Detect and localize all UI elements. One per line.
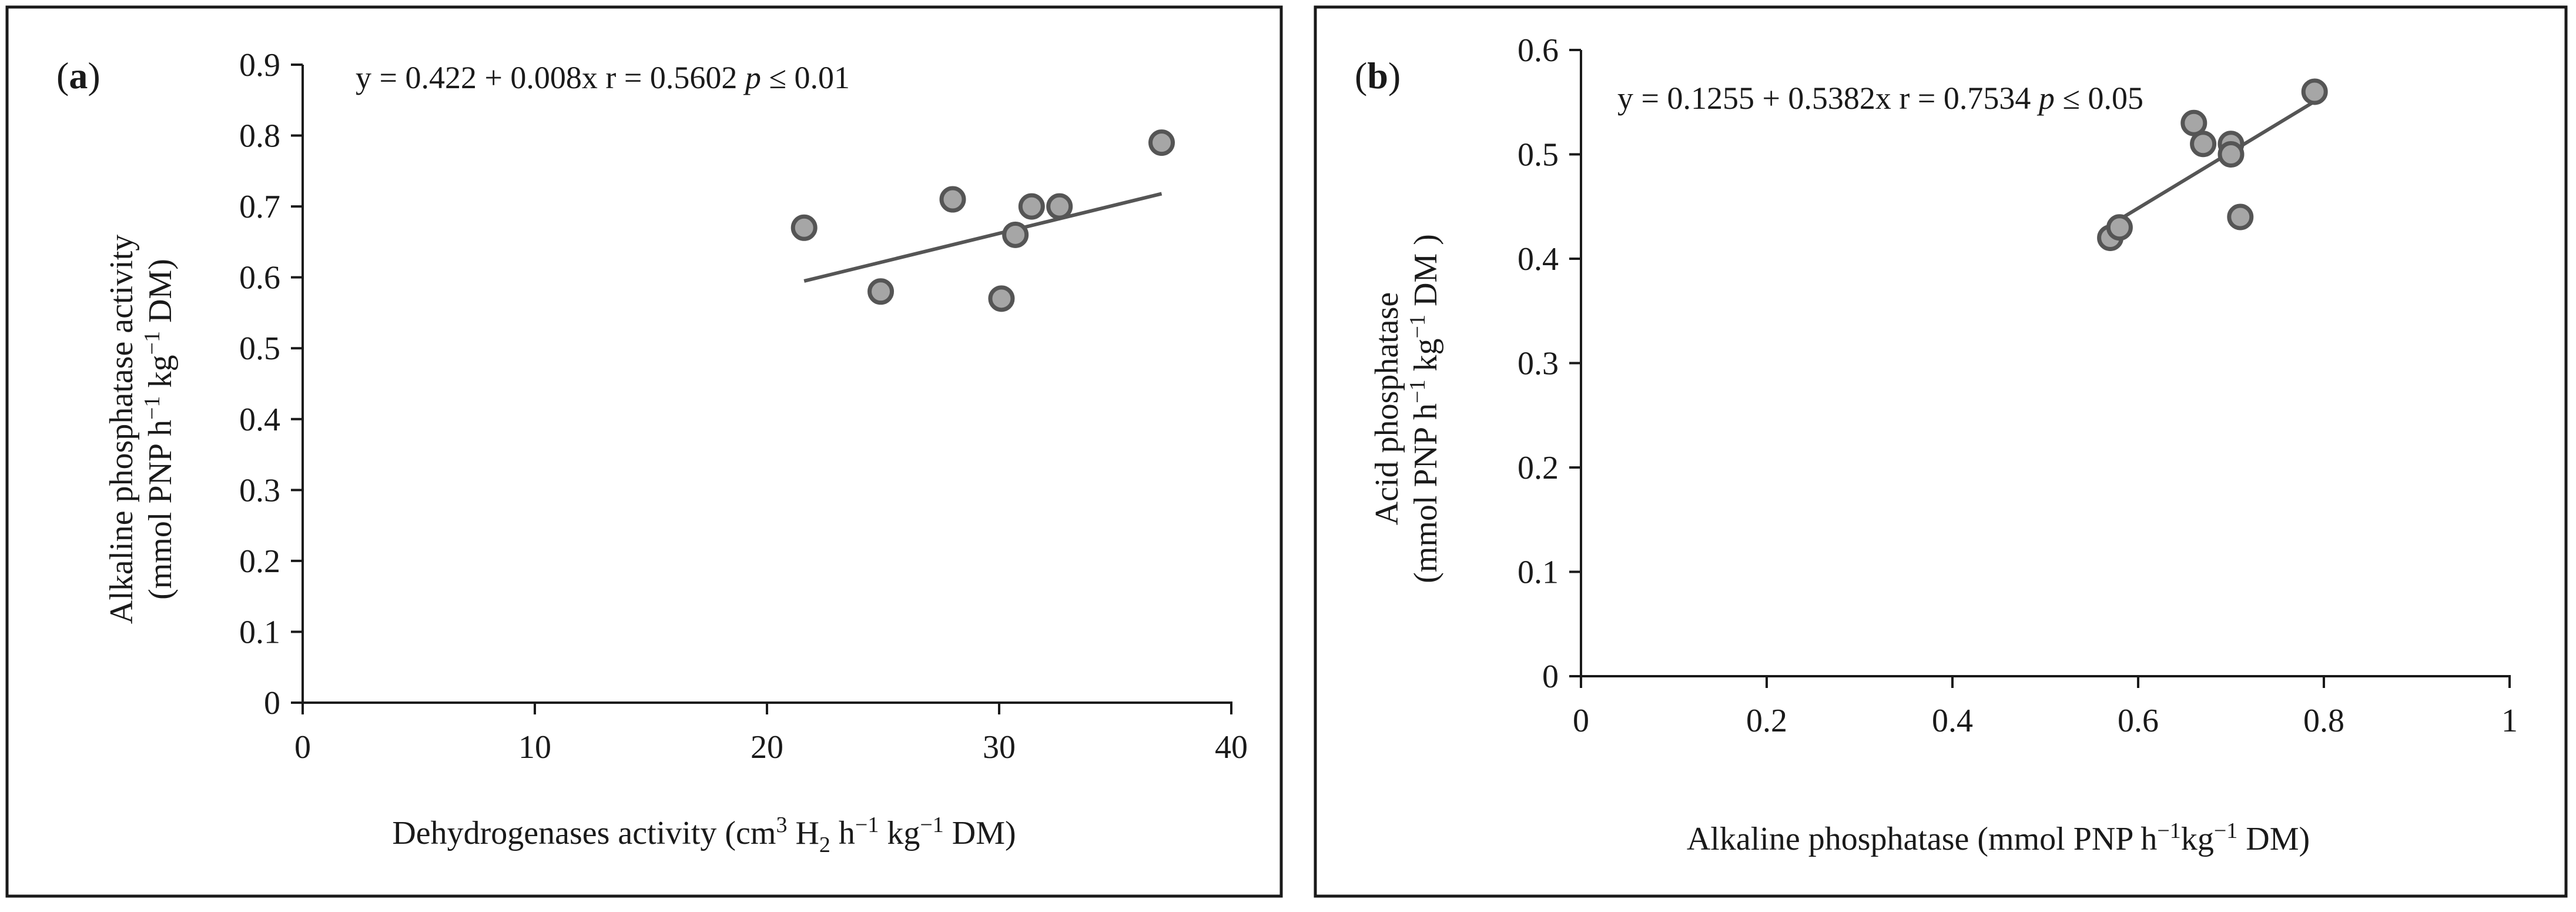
panel-a-data-point [1002,221,1029,248]
panel-a-data-point [1018,193,1045,220]
panel-a-x-tick-label: 30 [983,729,1016,766]
panel-b-y-tick-label: 0.3 [1518,346,1559,382]
panel-a-x-tick-label: 0 [294,729,311,766]
panel-a: (a) y = 0.422 + 0.008x r = 0.5602 p ≤ 0.… [5,5,1283,898]
panel-b-x-tick-label: 1 [2501,703,2518,739]
panel-a-y-tick-label: 0.2 [239,543,280,580]
panel-b-data-point [2106,214,2133,241]
panel-a-y-tick-label: 0.6 [239,260,280,296]
panel-a-equation: y = 0.422 + 0.008x r = 0.5602 p ≤ 0.01 [356,60,850,95]
panel-b-x-tick-label: 0.6 [2118,703,2159,739]
panel-b-ylabel-line1: Acid phosphatase [1369,292,1405,526]
panel-a-data-point [988,285,1015,312]
panel-a-data-point [790,214,818,241]
panel-b-label: (b) [1355,55,1401,96]
panel-a-xlabel: Dehydrogenases activity (cm3 H2 h−1 kg−1… [392,813,1016,857]
panel-b-equation: y = 0.1255 + 0.5382x r = 0.7534 p ≤ 0.05 [1617,81,2143,116]
panel-a-y-tick-label: 0.3 [239,472,280,509]
panel-b-x-tick-label: 0 [1573,703,1589,739]
panel-b-y-tick-label: 0 [1542,659,1559,695]
panel-b-x-tick-label: 0.4 [1932,703,1973,739]
panel-a-plot: 0 0.1 0.2 0.3 0.4 0.5 0.6 0.7 0.8 0.9 0 10 20 30 40 [239,47,1248,766]
panel-a-x-tick-label: 10 [518,729,551,766]
panel-b-y-tick-label: 0.6 [1518,32,1559,69]
panel-b-trendline [2109,99,2316,227]
panel-a-x-tick-label: 40 [1215,729,1248,766]
panel-a-trendline [803,192,1163,283]
panel-a-data-point [1148,129,1175,156]
panel-b-y-tick-label: 0.2 [1518,450,1559,486]
panel-a-x-tick-label: 20 [751,729,783,766]
panel-b-data-point [2190,131,2217,158]
panel-a-frame [5,5,1283,898]
panel-b-plot: 0 0.1 0.2 0.3 0.4 0.5 0.6 0 0.2 0.4 0.6 0.8 1 [1518,32,2518,739]
panel-b-xlabel: Alkaline phosphatase (mmol PNP h−1kg−1 D… [1687,819,2310,857]
panel-b-y-tick-label: 0.1 [1518,554,1559,591]
panel-b-frame [1314,5,2568,898]
panel-b-data-point [2180,109,2207,136]
panel-b-x-tick-label: 0.2 [1746,703,1787,739]
panel-b: (b) y = 0.1255 + 0.5382x r = 0.7534 p ≤ … [1314,5,2568,898]
panel-a-y-tick-label: 0.1 [239,614,280,650]
panel-b-data-point [2301,78,2328,105]
panel-b-x-tick-label: 0.8 [2303,703,2344,739]
panel-a-data-point [1046,193,1073,220]
panel-a-y-tick-label: 0.8 [239,118,280,155]
panel-b-data-point [2217,141,2245,168]
panel-b-y-tick-label: 0.4 [1518,241,1559,278]
panel-b-ylabel-line2: (mmol PNP h−1 kg−1 DM ) [1405,234,1444,583]
panel-a-y-tick-label: 0 [264,685,280,721]
panel-b-data-point [2227,203,2254,230]
panel-a-label: (a) [56,55,101,96]
panel-a-y-tick-label: 0.5 [239,330,280,367]
panel-a-ylabel: Alkaline phosphatase activity (mmol PNP … [103,235,179,624]
panel-a-y-tick-label: 0.4 [239,402,280,438]
panel-a-ylabel-line2: (mmol PNP h−1 kg−1 DM) [140,259,179,600]
panel-b-ylabel: Acid phosphatase (mmol PNP h−1 kg−1 DM ) [1369,234,1444,583]
panel-b-y-tick-label: 0.5 [1518,137,1559,173]
panel-a-y-tick-label: 0.7 [239,189,280,225]
panel-a-ylabel-line1: Alkaline phosphatase activity [103,235,140,624]
panel-a-y-tick-label: 0.9 [239,47,280,83]
panel-a-data-point [939,186,966,213]
panel-a-data-point [867,278,895,305]
